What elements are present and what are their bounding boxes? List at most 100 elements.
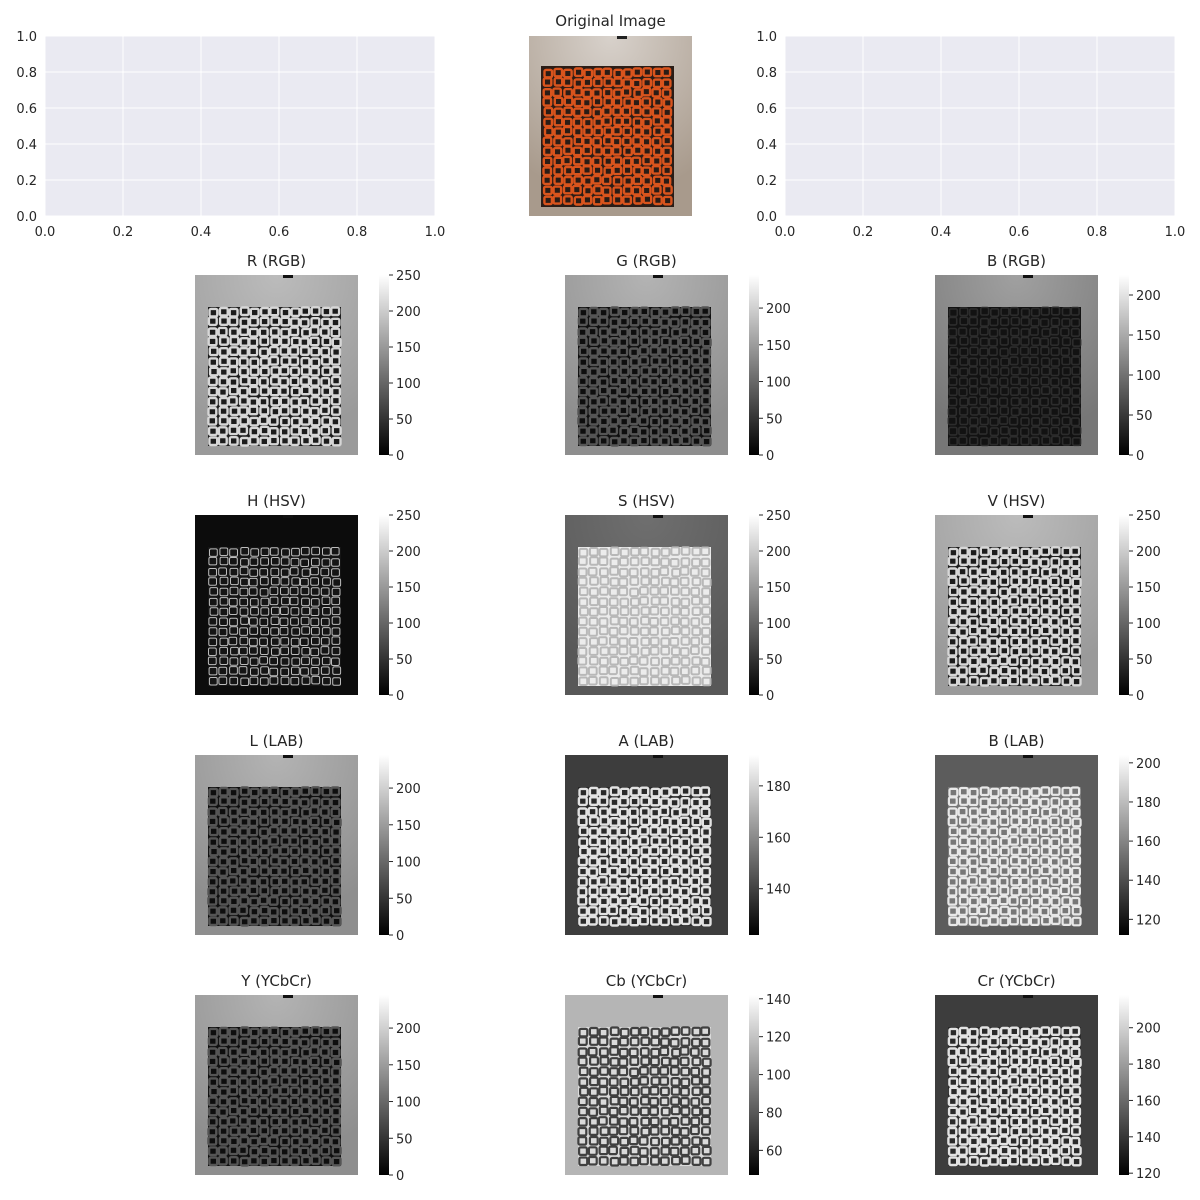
lattice-cell xyxy=(989,656,1000,667)
lattice-cell xyxy=(969,886,980,897)
lattice-cell xyxy=(690,857,701,867)
lattice-cell xyxy=(609,916,620,927)
colorbar-tick-label: 140 xyxy=(1136,874,1161,889)
lattice-cell xyxy=(228,436,239,446)
lattice-cell xyxy=(310,1136,321,1147)
lattice-cell xyxy=(310,667,320,676)
lattice-cell xyxy=(320,355,332,366)
lattice-cell xyxy=(219,597,229,606)
lattice-cell xyxy=(208,846,220,857)
lattice-cell xyxy=(1040,346,1050,356)
lattice-cell xyxy=(299,826,311,836)
lattice-cell xyxy=(969,416,979,427)
lattice-cell xyxy=(1060,1116,1071,1127)
lattice-cell xyxy=(629,837,641,847)
lattice-cell xyxy=(618,435,630,446)
lattice-cell xyxy=(999,556,1010,567)
lattice-cell xyxy=(249,637,258,647)
colorbar-tick-label: 150 xyxy=(396,819,421,834)
lattice-cell xyxy=(259,796,270,807)
lattice-cell xyxy=(577,327,588,338)
lattice-cell xyxy=(309,326,320,336)
lattice-cell xyxy=(270,637,280,646)
lattice-cell xyxy=(978,606,990,617)
lattice-cell xyxy=(1030,436,1040,446)
lattice-cell xyxy=(1039,1066,1051,1077)
lattice-cell xyxy=(1040,1105,1051,1116)
lattice-cell xyxy=(542,87,553,98)
lattice-cell xyxy=(957,1146,968,1157)
lattice-cell xyxy=(958,587,970,597)
lattice-cell xyxy=(217,387,229,397)
lattice-cell xyxy=(289,1096,300,1107)
lattice-cell xyxy=(628,856,639,867)
lattice-cell xyxy=(279,885,290,896)
lattice-cell xyxy=(322,676,331,686)
lattice-cell xyxy=(1040,1026,1051,1037)
lattice-cell xyxy=(968,656,980,667)
x-tick-label: 0.4 xyxy=(191,225,212,240)
lattice-cell xyxy=(1029,846,1040,857)
lattice-cell xyxy=(587,1146,598,1156)
lattice-cell xyxy=(309,426,321,437)
lattice-cell xyxy=(957,1107,969,1118)
lattice-cell xyxy=(690,355,702,366)
lattice-cell xyxy=(281,548,290,557)
lattice-cell xyxy=(1070,1047,1081,1058)
lattice-cell xyxy=(947,336,958,347)
lattice-cell xyxy=(592,77,603,88)
lattice-cell xyxy=(690,1097,701,1107)
lattice-cell xyxy=(619,307,630,318)
lattice-cell xyxy=(978,866,989,877)
lattice-cell xyxy=(618,1155,629,1166)
lattice-cell xyxy=(259,786,271,797)
lattice-cell xyxy=(299,396,310,407)
lattice-cell xyxy=(650,547,661,558)
lattice-cell xyxy=(1039,426,1050,437)
lattice-cell xyxy=(628,807,639,818)
lattice-cell xyxy=(947,655,958,666)
lattice-cell xyxy=(331,375,342,386)
lattice-cell xyxy=(649,636,660,647)
lattice-cell xyxy=(619,676,629,686)
lattice-cell xyxy=(248,856,259,867)
lattice-cell xyxy=(679,336,690,347)
lattice-cell xyxy=(679,366,691,377)
lattice-cell xyxy=(690,377,701,387)
lattice-cell xyxy=(589,556,599,566)
lattice-cell xyxy=(690,1066,701,1077)
lattice-cell xyxy=(269,656,279,666)
lattice-cell xyxy=(588,406,599,417)
lattice-cell xyxy=(669,637,680,647)
y-tick-label: 1.0 xyxy=(16,30,37,45)
colorbar-tick-label: 80 xyxy=(766,1106,783,1121)
lattice-cell xyxy=(543,126,554,137)
lattice-cell xyxy=(999,587,1010,598)
lattice-cell xyxy=(638,835,650,846)
lattice-cell xyxy=(649,1155,660,1166)
lattice-cell xyxy=(228,606,238,615)
lattice-cell xyxy=(311,626,320,636)
lattice-cell xyxy=(622,195,633,206)
lattice-cell xyxy=(599,586,609,596)
lattice-cell xyxy=(700,1037,711,1048)
colorbar-tick-label: 120 xyxy=(1136,913,1161,928)
lattice-cell xyxy=(641,97,652,107)
lattice-cell xyxy=(1030,317,1040,327)
lattice-cell xyxy=(968,676,979,686)
lattice-cell xyxy=(578,626,588,637)
lattice-cell xyxy=(968,366,979,376)
lattice-cell xyxy=(608,846,620,857)
lattice-cell xyxy=(268,915,280,926)
lattice-cell xyxy=(588,617,599,627)
lattice-cell xyxy=(623,176,634,186)
lattice-cell xyxy=(958,387,968,397)
lamp xyxy=(283,995,293,998)
lattice-cell xyxy=(1060,586,1071,597)
lattice-cell xyxy=(300,616,310,626)
colorbar-tick-label: 60 xyxy=(766,1144,783,1159)
lattice-cell xyxy=(577,616,588,627)
lattice-cell xyxy=(670,836,681,847)
lattice-cell xyxy=(301,597,310,607)
